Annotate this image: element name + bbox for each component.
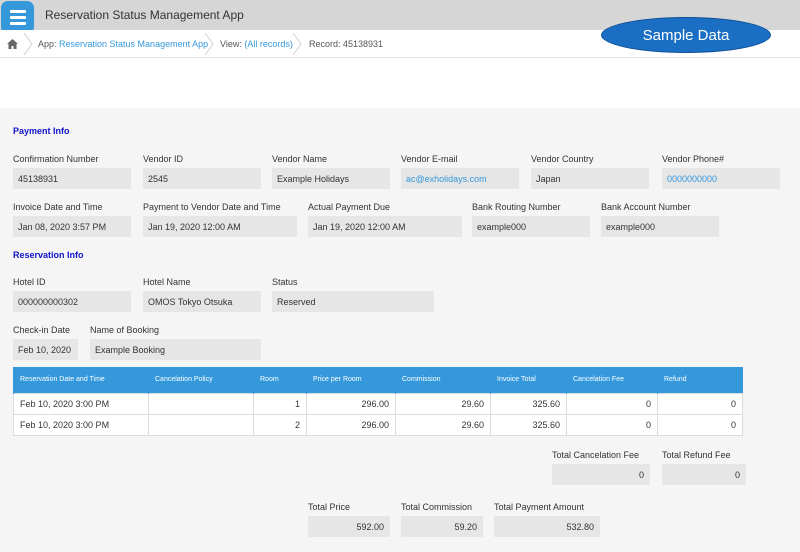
cell-invoice-total: 325.60 xyxy=(490,392,567,415)
bank-routing-label: Bank Routing Number xyxy=(472,202,561,212)
total-commission-value: 59.20 xyxy=(401,516,483,537)
payment-to-vendor-label: Payment to Vendor Date and Time xyxy=(143,202,281,212)
home-icon[interactable] xyxy=(7,39,18,49)
total-cancelation-fee-value: 0 xyxy=(552,464,650,485)
status-label: Status xyxy=(272,277,298,287)
list-icon[interactable] xyxy=(1,1,34,34)
bank-routing-value: example000 xyxy=(472,216,590,237)
table-header-row: Reservation Date and Time Cancelation Po… xyxy=(13,367,743,393)
column-header-invoice-total: Invoice Total xyxy=(490,367,567,393)
vendor-id-label: Vendor ID xyxy=(143,154,184,164)
cell-cancelation-policy xyxy=(148,392,254,415)
cell-price-per-room: 296.00 xyxy=(306,392,396,415)
cell-cancelation-fee: 0 xyxy=(566,413,658,436)
table-row: Feb 10, 2020 3:00 PM 2 296.00 29.60 325.… xyxy=(13,413,743,436)
column-header-cancelation-fee: Cancelation Fee xyxy=(566,367,658,393)
column-header-commission: Commission xyxy=(395,367,491,393)
checkin-date-label: Check-in Date xyxy=(13,325,71,335)
invoice-date-label: Invoice Date and Time xyxy=(13,202,103,212)
chevron-right-icon xyxy=(23,33,33,55)
status-value: Reserved xyxy=(272,291,434,312)
app-title: Reservation Status Management App xyxy=(45,8,244,22)
cell-reservation-date: Feb 10, 2020 3:00 PM xyxy=(13,413,149,436)
chevron-right-icon xyxy=(204,33,214,55)
vendor-email-label: Vendor E-mail xyxy=(401,154,458,164)
actual-payment-due-value: Jan 19, 2020 12:00 AM xyxy=(308,216,462,237)
payment-to-vendor-value: Jan 19, 2020 12:00 AM xyxy=(143,216,297,237)
vendor-phone-label: Vendor Phone# xyxy=(662,154,725,164)
actual-payment-due-label: Actual Payment Due xyxy=(308,202,391,212)
cell-room: 1 xyxy=(253,392,307,415)
column-header-cancelation-policy: Cancelation Policy xyxy=(148,367,254,393)
cell-invoice-total: 325.60 xyxy=(490,413,567,436)
breadcrumb-record: Record: 45138931 xyxy=(309,39,384,49)
section-title-payment-info: Payment Info xyxy=(13,126,70,136)
cell-refund: 0 xyxy=(657,413,743,436)
hotel-name-label: Hotel Name xyxy=(143,277,191,287)
checkin-date-value: Feb 10, 2020 xyxy=(13,339,78,360)
hotel-id-value: 000000000302 xyxy=(13,291,131,312)
vendor-name-label: Vendor Name xyxy=(272,154,328,164)
app-header: Reservation Status Management App xyxy=(0,0,800,34)
confirmation-number-label: Confirmation Number xyxy=(13,154,99,164)
total-payment-amount-value: 532.80 xyxy=(494,516,600,537)
cell-cancelation-policy xyxy=(148,413,254,436)
table-row: Feb 10, 2020 3:00 PM 1 296.00 29.60 325.… xyxy=(13,392,743,415)
hotel-id-label: Hotel ID xyxy=(13,277,46,287)
column-header-room: Room xyxy=(253,367,307,393)
total-commission-label: Total Commission xyxy=(401,502,473,512)
column-header-price-per-room: Price per Room xyxy=(306,367,396,393)
cell-cancelation-fee: 0 xyxy=(566,392,658,415)
vendor-name-value: Example Holidays xyxy=(272,168,390,189)
cell-refund: 0 xyxy=(657,392,743,415)
total-payment-amount-label: Total Payment Amount xyxy=(494,502,585,512)
total-price-label: Total Price xyxy=(308,502,351,512)
column-header-reservation-date: Reservation Date and Time xyxy=(13,367,149,393)
breadcrumb-view: View: (All records) xyxy=(220,39,293,49)
confirmation-number-value: 45138931 xyxy=(13,168,131,189)
vendor-email-link[interactable]: ac@exholidays.com xyxy=(401,168,519,189)
vendor-country-label: Vendor Country xyxy=(531,154,594,164)
invoice-date-value: Jan 08, 2020 3:57 PM xyxy=(13,216,131,237)
breadcrumb-app: App: Reservation Status Management App xyxy=(38,39,209,49)
breadcrumb-view-link[interactable]: (All records) xyxy=(244,39,293,49)
total-refund-fee-label: Total Refund Fee xyxy=(662,450,731,460)
cell-reservation-date: Feb 10, 2020 3:00 PM xyxy=(13,392,149,415)
vendor-phone-link[interactable]: 0000000000 xyxy=(662,168,780,189)
breadcrumb-app-link[interactable]: Reservation Status Management App xyxy=(59,39,209,49)
vendor-country-value: Japan xyxy=(531,168,649,189)
reservation-table: Reservation Date and Time Cancelation Po… xyxy=(13,367,743,436)
bank-account-label: Bank Account Number xyxy=(601,202,691,212)
total-cancelation-fee-label: Total Cancelation Fee xyxy=(552,450,640,460)
booking-name-value: Example Booking xyxy=(90,339,261,360)
cell-room: 2 xyxy=(253,413,307,436)
total-refund-fee-value: 0 xyxy=(662,464,746,485)
column-header-refund: Refund xyxy=(657,367,743,393)
cell-commission: 29.60 xyxy=(395,413,491,436)
booking-name-label: Name of Booking xyxy=(90,325,160,335)
vendor-id-value: 2545 xyxy=(143,168,261,189)
chevron-right-icon xyxy=(292,33,302,55)
bank-account-value: example000 xyxy=(601,216,719,237)
hotel-name-value: OMOS Tokyo Otsuka xyxy=(143,291,261,312)
total-price-value: 592.00 xyxy=(308,516,390,537)
cell-commission: 29.60 xyxy=(395,392,491,415)
cell-price-per-room: 296.00 xyxy=(306,413,396,436)
sample-data-badge: Sample Data xyxy=(601,17,771,53)
section-title-reservation-info: Reservation Info xyxy=(13,250,84,260)
